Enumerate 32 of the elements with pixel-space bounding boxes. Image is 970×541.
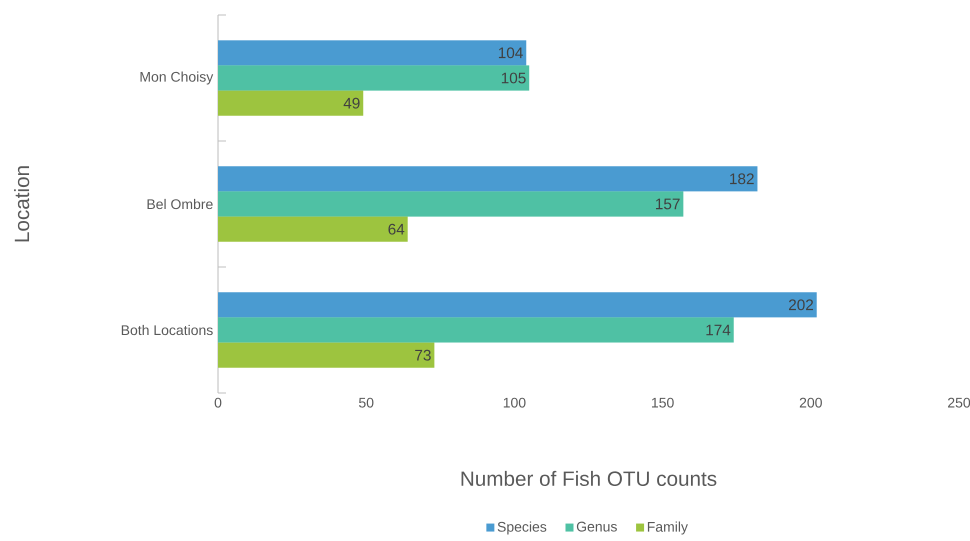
x-tick-label: 200 — [800, 398, 822, 408]
y-tick-label: Both Locations — [122, 324, 213, 336]
bar — [218, 216, 408, 242]
legend-label: Species — [498, 521, 546, 535]
legend-label: Family — [648, 521, 688, 535]
data-label: 157 — [656, 198, 680, 210]
bar — [218, 40, 526, 66]
bar — [218, 191, 684, 217]
bar — [218, 65, 530, 91]
data-label: 104 — [498, 47, 523, 58]
x-tick-label: 250 — [948, 398, 970, 408]
data-label: 182 — [730, 173, 754, 184]
x-tick-label: 50 — [358, 398, 374, 408]
x-tick-label: 100 — [504, 398, 526, 408]
data-label: 49 — [344, 98, 360, 109]
bar — [218, 292, 817, 318]
bar — [218, 166, 758, 192]
y-axis-title: Location — [14, 166, 30, 242]
bar — [218, 90, 364, 116]
x-tick-label: 0 — [214, 398, 222, 408]
legend-label: Genus — [576, 522, 617, 532]
data-label: 64 — [388, 224, 404, 235]
data-label: 174 — [706, 324, 730, 336]
y-tick-label: Bel Ombre — [148, 198, 213, 210]
bar — [218, 317, 734, 343]
x-tick-label: 150 — [652, 398, 674, 408]
bar — [218, 342, 434, 368]
y-tick-label: Mon Choisy — [140, 71, 214, 85]
data-label: 202 — [788, 299, 814, 310]
data-label: 73 — [415, 350, 431, 361]
x-axis-title: Number of Fish OTU counts — [462, 470, 716, 486]
data-label: 105 — [502, 72, 526, 84]
